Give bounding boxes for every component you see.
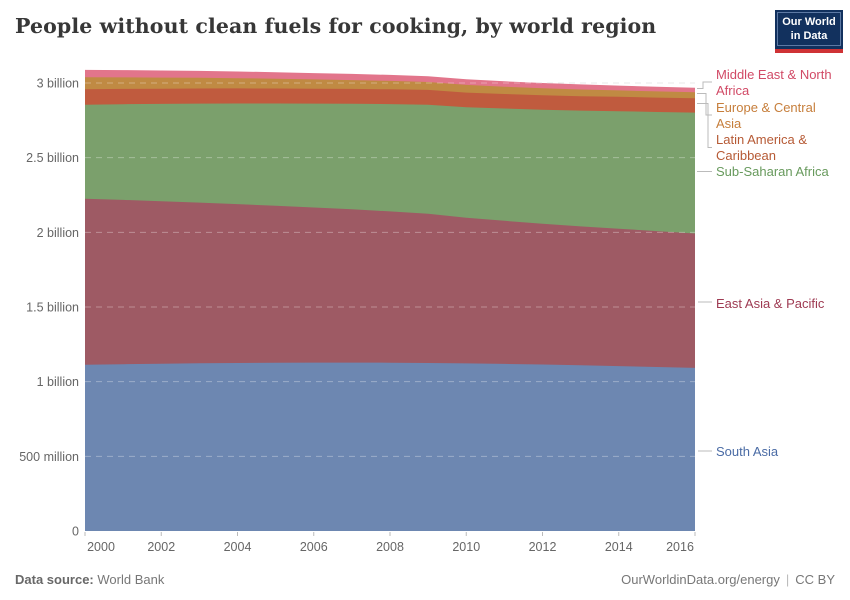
x-axis-tick-label: 2016 bbox=[666, 540, 694, 554]
legend-connectors bbox=[697, 81, 712, 452]
legend-connector-europe-central-asia bbox=[697, 93, 712, 116]
x-axis-tick-label: 2012 bbox=[529, 540, 557, 554]
y-axis-tick-label: 1.5 billion bbox=[26, 301, 79, 315]
owid-logo-line1: Our World bbox=[782, 16, 836, 28]
owid-logo-border bbox=[777, 12, 841, 46]
y-axis-tick-label: 3 billion bbox=[37, 77, 79, 91]
x-axis-tick-label: 2008 bbox=[376, 540, 404, 554]
y-axis-tick-label: 500 million bbox=[19, 450, 79, 464]
legend-item-sub-saharan-africa[interactable]: Sub-Saharan Africa bbox=[716, 164, 829, 179]
legend-item-east-asia-pacific[interactable]: East Asia & Pacific bbox=[716, 296, 825, 311]
owid-logo[interactable]: Our World in Data bbox=[775, 10, 843, 53]
x-axis-tick-label: 2000 bbox=[87, 540, 115, 554]
data-source-value: World Bank bbox=[97, 572, 165, 587]
y-axis-tick-label: 2 billion bbox=[37, 226, 79, 240]
footer: Data source: World Bank OurWorldinData.o… bbox=[15, 572, 835, 587]
legend-item-south-asia[interactable]: South Asia bbox=[716, 444, 779, 459]
license-label: CC BY bbox=[795, 572, 835, 587]
legend-connector-middle-east-north-africa bbox=[697, 81, 712, 89]
owid-logo-line2: in Data bbox=[790, 29, 828, 42]
footer-credits: OurWorldinData.org/energy | CC BY bbox=[621, 572, 835, 587]
owid-logo-red-bar bbox=[775, 49, 843, 53]
footer-separator: | bbox=[785, 572, 790, 587]
legend-item-middle-east-north-africa[interactable]: Middle East & North Africa bbox=[716, 67, 832, 98]
y-axis-tick-label: 0 bbox=[72, 525, 79, 539]
legend-item-latin-america-caribbean[interactable]: Latin America & Caribbean bbox=[716, 132, 808, 163]
area-south-asia[interactable] bbox=[85, 362, 695, 531]
data-source-label: Data source: bbox=[15, 572, 94, 587]
x-axis-tick-label: 2006 bbox=[300, 540, 328, 554]
owid-logo-text: Our World in Data bbox=[775, 16, 843, 43]
y-axis-tick-label: 2.5 billion bbox=[26, 151, 79, 165]
y-axis-tick-label: 1 billion bbox=[37, 375, 79, 389]
x-axis-tick-label: 2014 bbox=[605, 540, 633, 554]
legend-item-europe-central-asia[interactable]: Europe & Central Asia bbox=[716, 100, 816, 131]
x-axis-tick-label: 2010 bbox=[452, 540, 480, 554]
data-source: Data source: World Bank bbox=[15, 572, 164, 587]
owid-url-link[interactable]: OurWorldinData.org/energy bbox=[621, 572, 780, 587]
x-axis-tick-label: 2002 bbox=[147, 540, 175, 554]
legend-connector-latin-america-caribbean bbox=[697, 103, 712, 148]
x-axis-tick-label: 2004 bbox=[224, 540, 252, 554]
page-title: People without clean fuels for cooking, … bbox=[15, 14, 657, 38]
